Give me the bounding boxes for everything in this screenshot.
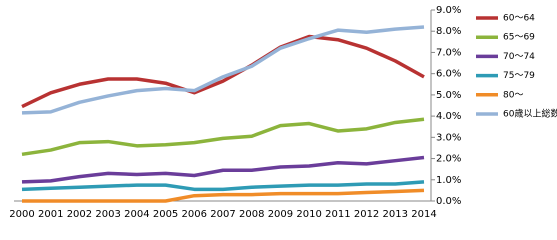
y-tick-label: 0.0% [436, 196, 461, 207]
y-tick-label: 4.0% [436, 111, 461, 122]
legend-label: 70～74 [503, 52, 535, 62]
y-tick-label: 5.0% [436, 90, 461, 101]
y-tick-label: 3.0% [436, 132, 461, 143]
x-tick-label: 2014 [411, 209, 436, 220]
x-tick-label: 2013 [383, 209, 408, 220]
x-tick-label: 2010 [296, 209, 321, 220]
y-tick-label: 1.0% [436, 175, 461, 186]
x-tick-label: 2007 [210, 209, 235, 220]
y-tick-label: 9.0% [436, 5, 461, 16]
legend-label: 60歳以上総数 [503, 108, 557, 120]
series-line [21, 117, 425, 157]
x-tick-label: 2004 [124, 209, 149, 220]
x-tick-label: 2002 [67, 209, 92, 220]
series-line [21, 155, 425, 184]
legend-label: 75～79 [503, 71, 535, 81]
x-tick-label: 2005 [153, 209, 178, 220]
x-tick-label: 2011 [325, 209, 350, 220]
x-tick-label: 2006 [182, 209, 207, 220]
legend-label: 80～ [503, 90, 523, 100]
x-tick-label: 2008 [239, 209, 264, 220]
series-line [22, 188, 425, 203]
series-line [21, 25, 425, 115]
x-tick-label: 2009 [268, 209, 293, 220]
series-line [21, 180, 425, 192]
y-tick-label: 8.0% [436, 26, 461, 37]
x-tick-label: 2012 [354, 209, 379, 220]
x-tick-label: 2003 [95, 209, 120, 220]
x-tick-label: 2000 [9, 209, 34, 220]
legend-label: 60～64 [503, 14, 535, 24]
series-line [21, 34, 425, 109]
y-tick-label: 2.0% [436, 154, 461, 165]
y-tick-label: 7.0% [436, 47, 461, 58]
x-tick-label: 2001 [38, 209, 63, 220]
y-tick-label: 6.0% [436, 69, 461, 80]
legend-label: 65～69 [503, 33, 535, 43]
chart: 0.0% 1.0% 2.0% 3.0% 4.0% 5.0% 6.0% 7.0% 8.0% 9.0%… [9, 5, 557, 220]
